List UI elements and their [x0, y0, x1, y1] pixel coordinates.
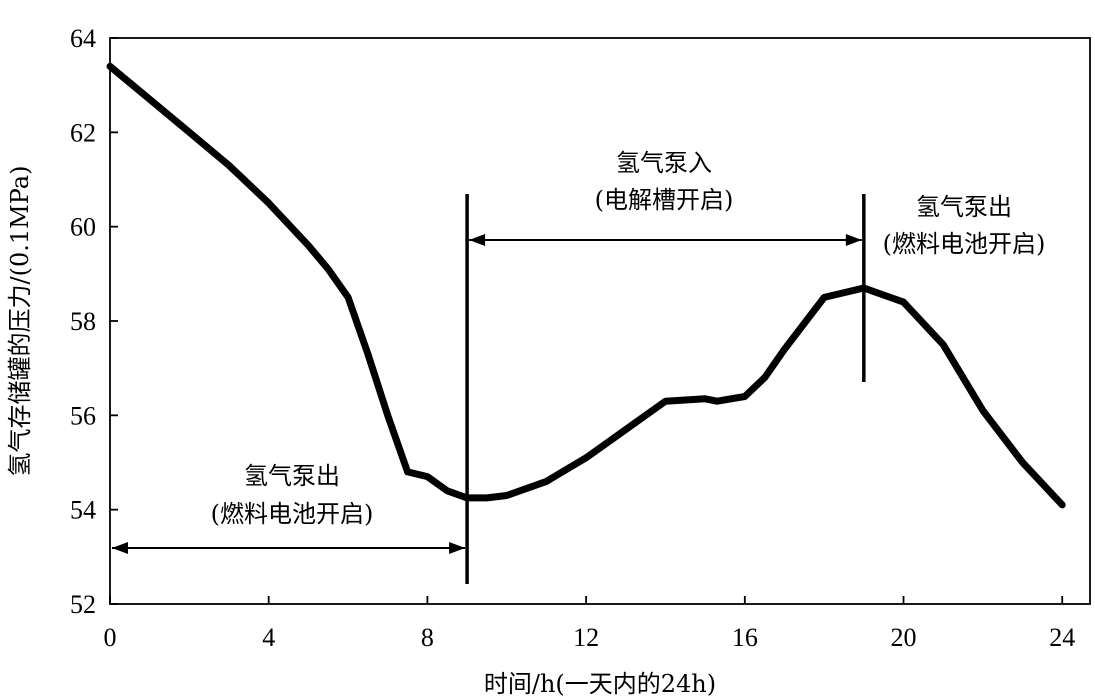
x-tick-label: 16: [732, 623, 758, 652]
x-tick-label: 12: [573, 623, 599, 652]
pressure-series-line: [106, 62, 1066, 509]
x-tick-label: 4: [262, 623, 275, 652]
y-tick-label: 58: [70, 307, 96, 336]
annotation-text: 氢气泵出: [916, 193, 1012, 221]
annotation-text: (电解槽开启): [595, 186, 734, 214]
annotation-text: 氢气泵出: [244, 462, 340, 490]
arrow-head: [449, 542, 466, 554]
y-tick-label: 52: [70, 590, 96, 619]
y-axis-title: 氢气存储罐的压力/(0.1MPa): [6, 166, 34, 477]
arrow-head: [469, 234, 486, 246]
x-tick-label: 8: [421, 623, 434, 652]
y-tick-label: 62: [70, 118, 96, 147]
y-tick-label: 54: [70, 496, 96, 525]
y-tick-label: 64: [70, 24, 96, 53]
annotations: 氢气泵出 (燃料电池开启) 氢气泵入 (电解槽开启) 氢气泵出 (燃料电池开启): [112, 149, 1045, 554]
x-tick-label: 0: [104, 623, 117, 652]
y-tick-label: 60: [70, 213, 96, 242]
x-tick-label: 24: [1049, 623, 1075, 652]
annotation-text: 氢气泵入: [616, 149, 712, 177]
annotation-text: (燃料电池开启): [211, 500, 374, 528]
y-axis-ticks: 52 54 56 58 60 62 64: [70, 24, 118, 619]
x-tick-label: 20: [891, 623, 917, 652]
series-layer: [106, 62, 1066, 509]
annotation-text: (燃料电池开启): [883, 230, 1046, 258]
x-axis-title: 时间/h(一天内的24h): [484, 670, 716, 698]
arrow-head: [112, 542, 128, 554]
arrow-head: [845, 234, 862, 246]
vertical-markers: [465, 194, 866, 584]
y-tick-label: 56: [70, 401, 96, 430]
x-axis-ticks: 0 4 8 12 16 20 24: [104, 596, 1075, 652]
